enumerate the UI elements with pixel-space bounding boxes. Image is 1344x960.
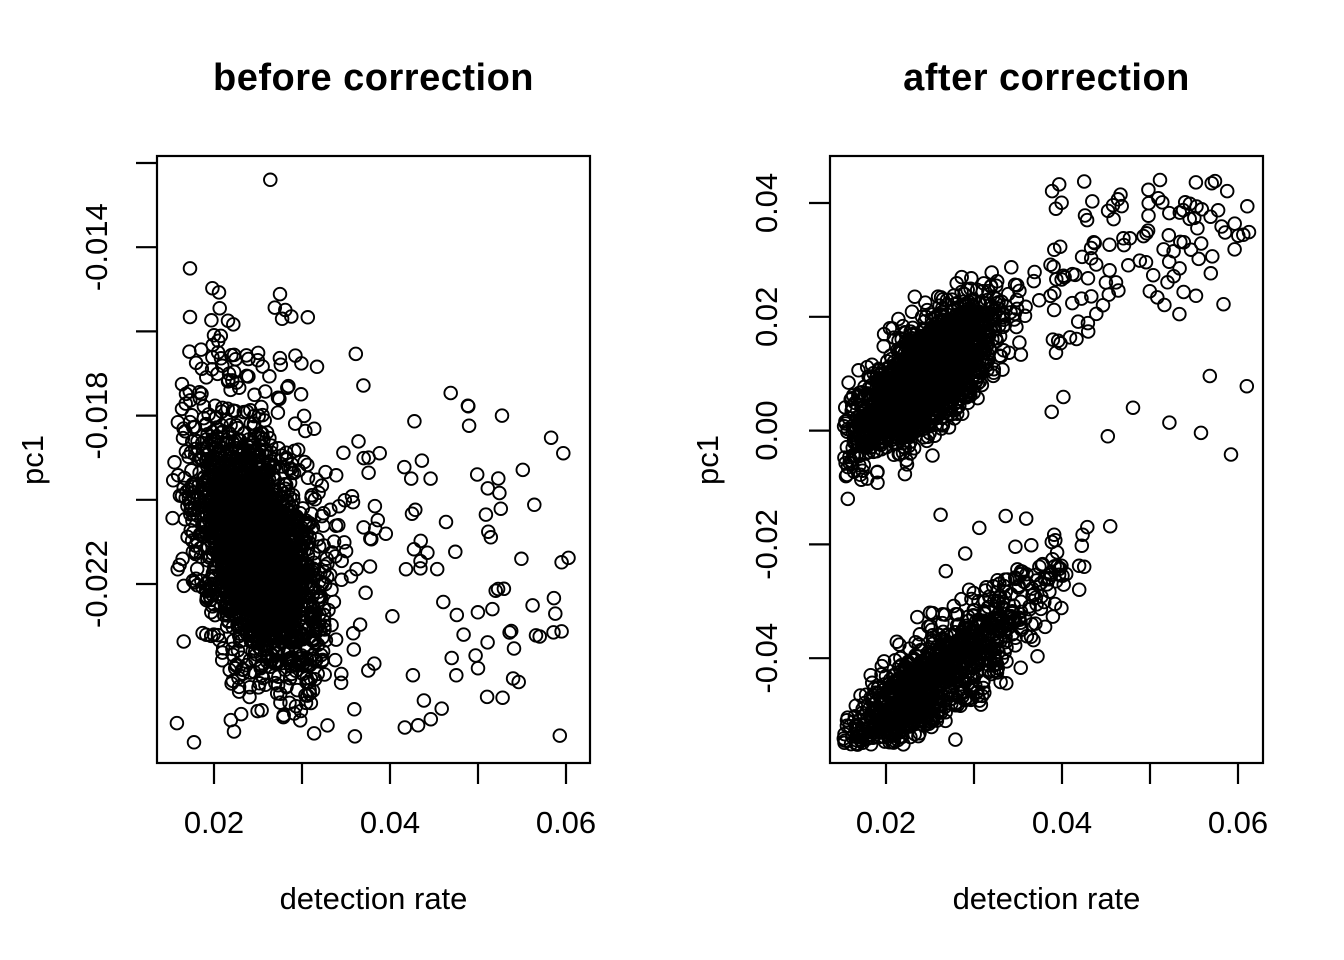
y-tick-label: -0.018 xyxy=(79,372,114,460)
panel-after-y-axis-label: pc1 xyxy=(690,435,725,485)
panel-before-x-axis-label: detection rate xyxy=(279,881,468,916)
x-axis: 0.02 0.04 0.06 xyxy=(856,763,1268,840)
plot-box xyxy=(828,154,1265,765)
y-tick-label: -0.02 xyxy=(749,509,784,580)
x-tick-label: 0.02 xyxy=(184,805,244,840)
x-tick-label: 0.02 xyxy=(856,805,916,840)
panel-before-y-axis-label: pc1 xyxy=(15,435,50,485)
x-tick-label: 0.04 xyxy=(360,805,420,840)
scatter-points xyxy=(836,172,1257,752)
scatter-points xyxy=(165,172,576,750)
panel-before-title: before correction xyxy=(212,57,535,99)
x-tick-label: 0.06 xyxy=(536,805,596,840)
y-tick-label: 0.00 xyxy=(749,400,784,460)
y-tick-label: -0.014 xyxy=(79,203,114,291)
y-tick-label: 0.02 xyxy=(749,287,784,347)
panel-after: 0.02 0.04 0.06 -0.04 -0.02 0.00 0.02 0.04 xyxy=(749,154,1268,840)
x-tick-label: 0.06 xyxy=(1208,805,1268,840)
y-axis: -0.04 -0.02 0.00 0.02 0.04 xyxy=(749,173,830,694)
y-tick-label: 0.04 xyxy=(749,173,784,233)
panel-after-title: after correction xyxy=(903,57,1190,99)
panel-after-x-axis-label: detection rate xyxy=(952,881,1141,916)
y-tick-label: -0.04 xyxy=(749,623,784,694)
plot-box xyxy=(155,154,592,765)
x-axis: 0.02 0.04 0.06 xyxy=(184,763,596,840)
panel-before: 0.02 0.04 0.06 -0.022 -0.018 -0.014 xyxy=(79,154,596,840)
x-tick-label: 0.04 xyxy=(1032,805,1092,840)
y-tick-label: -0.022 xyxy=(79,540,114,628)
y-axis: -0.022 -0.018 -0.014 xyxy=(79,161,157,628)
